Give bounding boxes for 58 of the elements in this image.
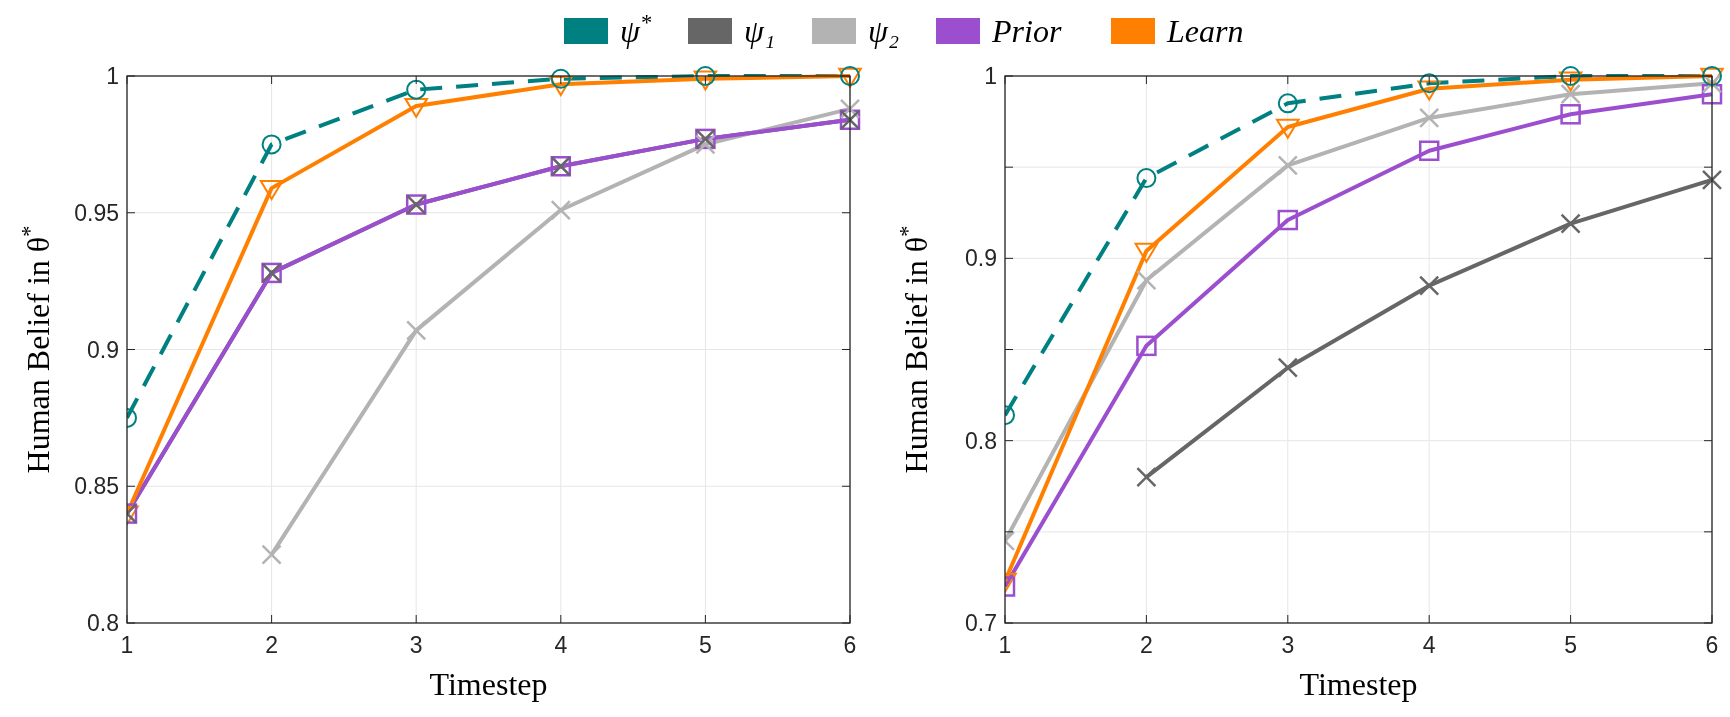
x-axis-title: Timestep: [1299, 666, 1418, 702]
point: [693, 70, 718, 91]
y-tick-label: 0.8: [965, 427, 997, 454]
x-tick-label: 5: [1564, 632, 1577, 658]
point: [1277, 357, 1299, 378]
point: [1277, 209, 1299, 231]
point: [1701, 83, 1723, 105]
point: [1134, 242, 1159, 263]
point: [1418, 107, 1440, 129]
legend-label: Prior: [991, 13, 1062, 49]
x-tick-label: 5: [699, 632, 712, 658]
point: [1136, 269, 1157, 291]
point: [259, 179, 284, 200]
point: [406, 79, 427, 100]
y-tick-label: 1: [106, 63, 119, 90]
point: [261, 134, 282, 155]
x-tick-label: 2: [1140, 632, 1153, 658]
point: [1136, 466, 1157, 488]
x-tick-label: 2: [265, 632, 278, 658]
point: [405, 320, 427, 341]
y-tick-label: 1: [984, 63, 997, 90]
x-tick-label: 4: [554, 632, 568, 658]
point: [550, 199, 572, 221]
point: [1136, 335, 1157, 357]
point: [1277, 93, 1298, 114]
point: [549, 76, 573, 97]
legend-label: ψ₂: [868, 13, 899, 49]
point: [1560, 213, 1581, 234]
x-tick-label: 6: [1705, 632, 1719, 658]
point: [695, 66, 716, 86]
x-axis-title: Timestep: [429, 666, 548, 702]
y-tick-label: 0.7: [965, 610, 997, 637]
y-tick-label: 0.85: [74, 473, 119, 500]
y-tick-label: 0.9: [87, 336, 119, 363]
legend-label: ψ$^{*}$: [620, 9, 652, 49]
point: [1276, 118, 1300, 139]
x-tick-label: 4: [1422, 632, 1436, 658]
point: [1418, 140, 1440, 162]
point: [1418, 275, 1440, 296]
point: [261, 544, 282, 565]
legend-label: ψ₁: [744, 13, 775, 49]
point: [1560, 66, 1581, 86]
point: [1701, 169, 1723, 191]
point: [550, 68, 571, 89]
x-tick-label: 3: [409, 632, 423, 658]
point: [1136, 168, 1157, 189]
point: [1560, 83, 1581, 105]
point: [1560, 104, 1581, 125]
y-tick-label: 0.95: [74, 199, 119, 226]
y-tick-label: 0.9: [965, 245, 997, 272]
point: [1417, 80, 1441, 101]
x-tick-label: 3: [1281, 632, 1295, 658]
y-tick-label: 0.8: [87, 610, 119, 637]
x-tick-label: 6: [843, 632, 857, 658]
point: [1558, 71, 1583, 92]
legend-label: Learn: [1166, 13, 1244, 49]
point: [404, 97, 428, 118]
point: [1277, 155, 1299, 176]
